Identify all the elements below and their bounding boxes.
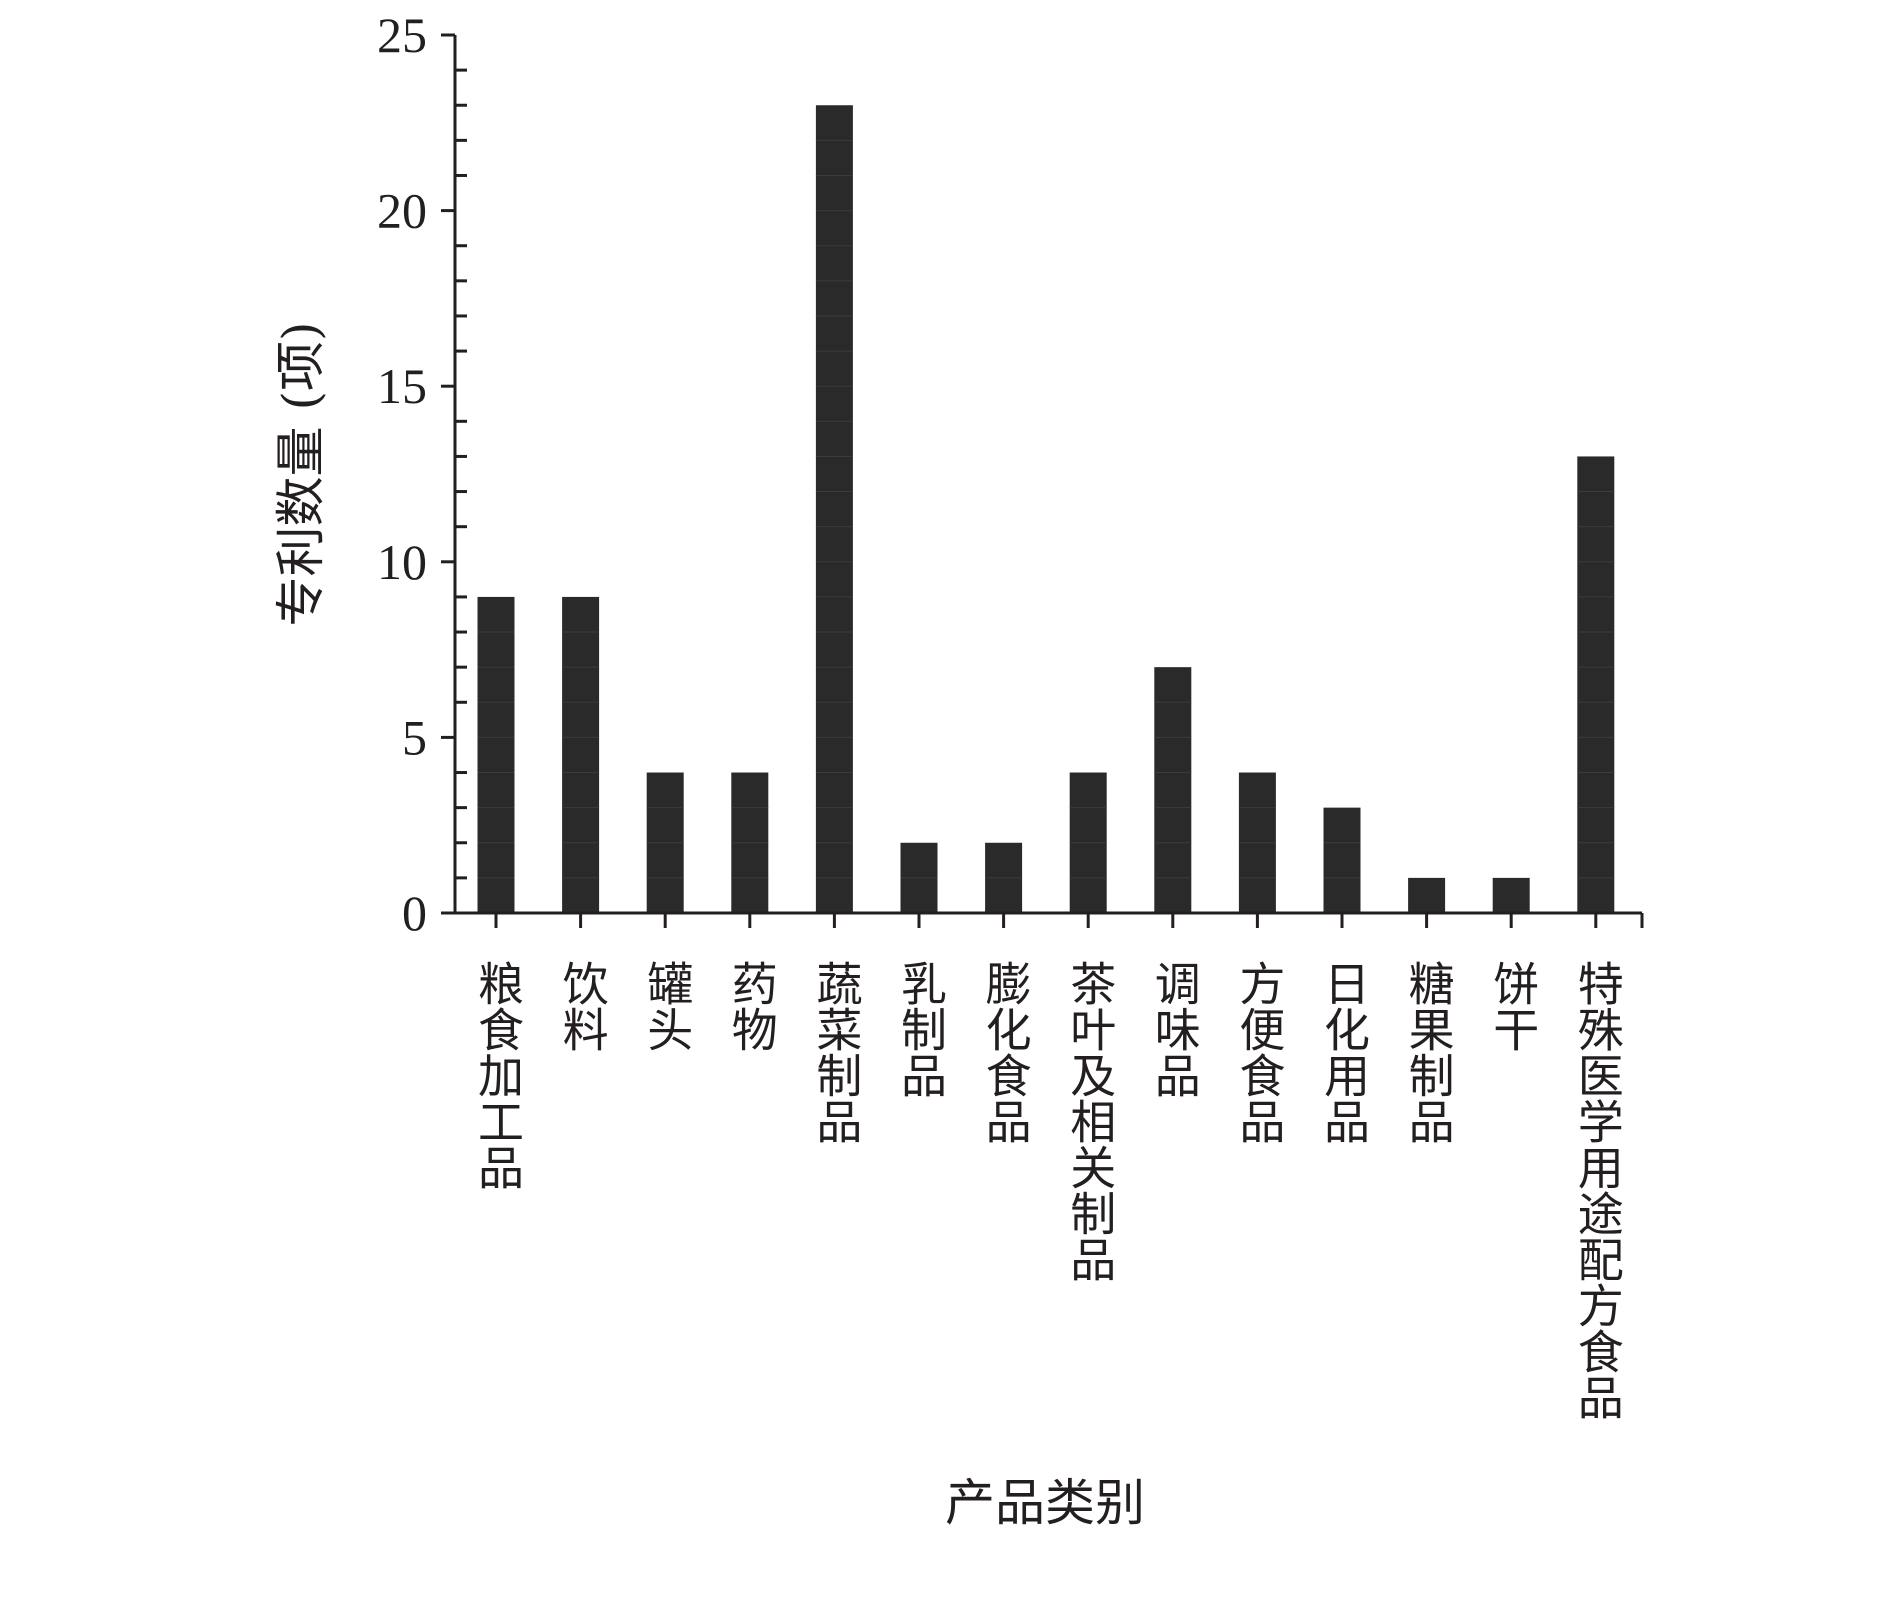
y-tick-label: 15 [377, 358, 427, 414]
bar [562, 596, 600, 913]
bar [1154, 667, 1192, 913]
x-axis-title: 产品类别 [945, 1474, 1145, 1532]
bars-group [477, 105, 1615, 914]
x-category-label: 饮料 [556, 960, 610, 1052]
axes-group [441, 35, 1644, 928]
x-category-label: 茶叶及相关制品 [1063, 960, 1117, 1282]
x-category-label: 蔬菜制品 [809, 960, 863, 1144]
y-tick-label: 25 [377, 7, 427, 63]
x-category-label: 方便食品 [1232, 960, 1286, 1144]
x-category-label: 药物 [725, 960, 779, 1052]
y-ticks-group: 0 5 10 15 20 25 [377, 7, 467, 941]
x-category-label: 乳制品 [894, 960, 948, 1098]
bar [1492, 877, 1530, 913]
x-category-label: 糖果制品 [1402, 960, 1456, 1144]
x-category-label: 罐头 [640, 960, 694, 1052]
y-tick-label: 20 [377, 183, 427, 239]
x-category-label: 日化用品 [1317, 960, 1371, 1144]
x-category-label: 特殊医学用途配方食品 [1571, 960, 1625, 1420]
bar [815, 105, 853, 914]
x-category-labels: 粮食加工品 饮料 罐头 药物 蔬菜制品 乳制品 膨化食品 茶叶及相关制品 调味品 方便食品 日化用品… [471, 960, 1625, 1420]
y-tick-label: 10 [377, 534, 427, 590]
y-tick-label: 0 [402, 885, 427, 941]
bar [477, 596, 515, 913]
x-category-label: 调味品 [1148, 960, 1202, 1098]
x-category-label: 膨化食品 [979, 960, 1033, 1144]
y-axis-title: 专利数量 (项) [272, 322, 330, 627]
x-category-label: 饼干 [1486, 960, 1540, 1052]
bar [1577, 456, 1615, 913]
y-tick-label: 5 [402, 709, 427, 765]
bar [1408, 877, 1446, 913]
x-category-label: 粮食加工品 [471, 960, 525, 1190]
bar [1323, 807, 1361, 913]
